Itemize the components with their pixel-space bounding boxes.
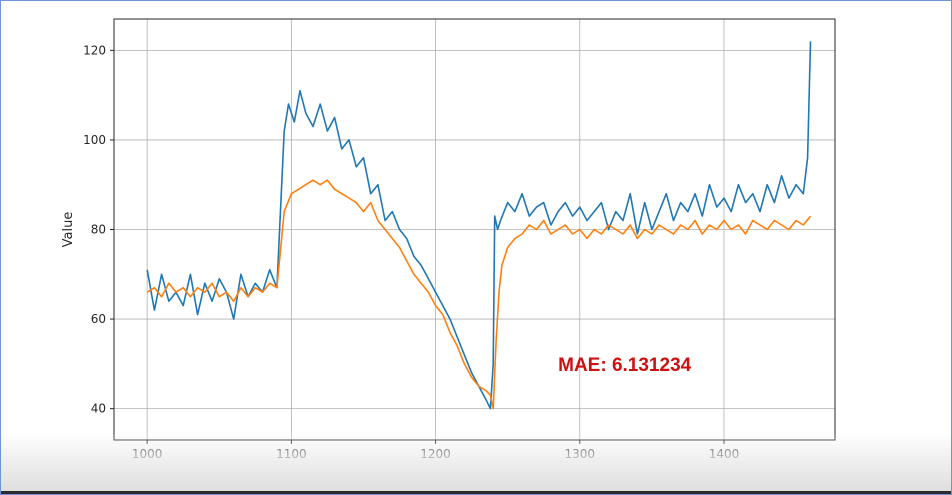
grid-lines: [114, 19, 835, 440]
y-axis-label: Value: [61, 212, 76, 248]
x-axis-label: Time: [458, 467, 491, 482]
ticks: 1000 1100 1200 1300 1400 40 60 80 100 120: [83, 43, 739, 461]
x-tick-label: 1400: [709, 447, 740, 461]
mae-annotation: MAE: 6.131234: [558, 355, 692, 376]
x-tick-label: 1200: [420, 447, 451, 461]
x-tick-label: 1300: [564, 447, 595, 461]
y-tick-label: 100: [83, 133, 106, 147]
bottom-edge: [1, 491, 951, 494]
series-group: [146, 41, 812, 410]
series-line-forecast: [146, 179, 812, 410]
series-line-actual: [146, 41, 812, 410]
y-tick-label: 120: [83, 43, 106, 57]
y-tick-label: 80: [91, 223, 106, 237]
x-tick-label: 1100: [276, 447, 307, 461]
y-tick-label: 40: [91, 402, 106, 416]
x-tick-label: 1000: [132, 447, 163, 461]
y-tick-label: 60: [91, 312, 106, 326]
